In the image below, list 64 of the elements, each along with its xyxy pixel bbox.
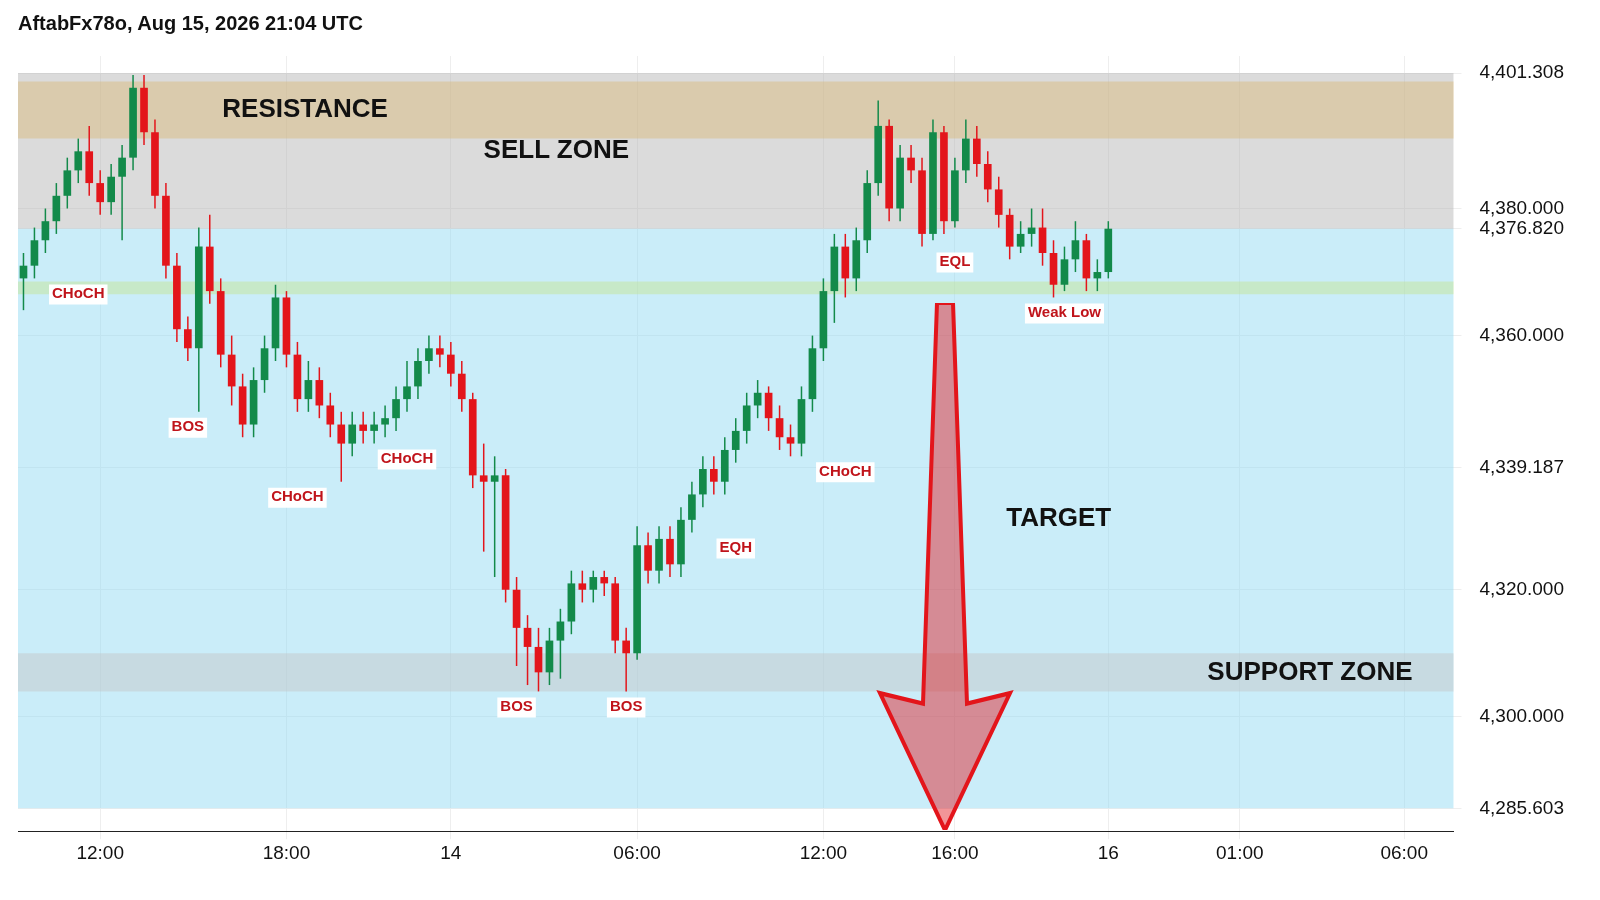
candlestick [1071,220,1080,273]
candlestick [337,411,346,483]
band-label: SELL ZONE [483,134,630,165]
candlestick [1016,220,1025,254]
annotation: EQH [719,538,752,556]
y-tick-label: 4,360.000 [1479,323,1565,345]
candlestick [786,423,795,458]
annotation: Weak Low [1027,303,1102,321]
x-tick-label: 14 [440,841,462,863]
candlestick [436,334,444,369]
candlestick [96,169,105,216]
y-tick-label: 4,285.603 [1479,796,1565,818]
candlestick [731,417,740,464]
candlestick [425,334,433,375]
candlestick [589,569,598,604]
candlestick [447,341,455,388]
candlestick [403,360,411,413]
y-tick-label: 4,320.000 [1479,577,1565,599]
x-tick-label: 06:00 [613,841,661,863]
candlestick [359,411,368,445]
candlestick [74,137,83,184]
x-tick-label: 18:00 [262,841,311,863]
candlestick [304,360,313,413]
candlestick [490,455,499,578]
x-tick-label: 12:00 [799,841,848,863]
x-tick-label: 01:00 [1216,841,1264,863]
candlestick [184,315,192,362]
candlestick [622,627,630,693]
y-tick-label: 4,300.000 [1479,705,1565,727]
candlestick [907,144,915,184]
chart-title: AftabFx78o, Aug 15, 2026 21:04 UTC [18,11,363,34]
annotation: CHoCH [380,449,434,467]
y-tick-label: 4,401.308 [1479,61,1565,83]
band-label: RESISTANCE [222,93,388,124]
y-tick-label: 4,376.820 [1479,216,1565,238]
x-tick-label: 16 [1097,841,1119,863]
y-tick-label: 4,380.000 [1479,196,1565,218]
candlestick [556,608,565,680]
x-tick-label: 06:00 [1380,841,1428,863]
candlestick [479,442,488,553]
annotation: CHoCH [271,487,324,505]
candlestick [578,569,587,604]
annotation: EQL [939,252,971,270]
annotation: BOS [171,417,205,435]
candlestick [709,455,718,496]
candlestick [41,207,50,254]
band-label: TARGET [1006,501,1112,532]
candlestick [326,392,335,438]
y-tick-label: 4,339.187 [1479,456,1565,478]
annotation: BOS [500,697,533,715]
annotation: BOS [609,697,643,715]
x-tick-label: 16:00 [931,841,979,863]
candlestick [523,614,532,686]
band-label: SUPPORT ZONE [1207,655,1413,686]
candlestick [348,411,357,458]
annotation: CHoCH [819,461,872,479]
candlestick [370,411,378,445]
candlestick [392,385,400,432]
annotation: CHoCH [52,284,105,302]
candlestick [381,404,389,438]
candlestick [118,144,126,242]
x-tick-label: 12:00 [76,841,124,863]
candlestick [600,569,609,597]
candlestick [775,404,784,451]
